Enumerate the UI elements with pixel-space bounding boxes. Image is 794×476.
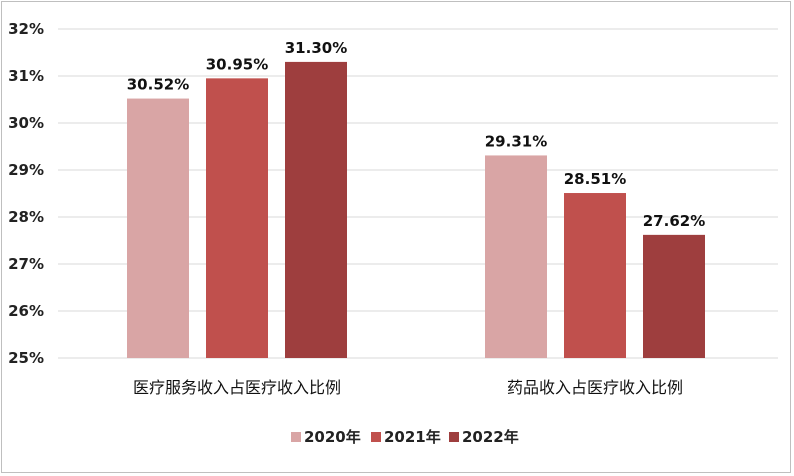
bar (285, 61, 347, 359)
data-label: 31.30% (285, 39, 347, 57)
y-tick-label: 28% (8, 208, 44, 226)
y-tick-label: 26% (8, 302, 44, 320)
y-axis-ticks: 25% 26% 27% 28% 29% 30% 31% 32% (8, 20, 44, 367)
bar (643, 234, 705, 358)
category-label: 医疗服务收入占医疗收入比例 (133, 378, 341, 397)
legend: 2020年 2021年 2022年 (291, 428, 519, 446)
category-label: 药品收入占医疗收入比例 (507, 378, 683, 397)
y-tick-label: 27% (8, 255, 44, 273)
data-label: 30.52% (127, 76, 189, 94)
bar (485, 155, 547, 358)
y-tick-label: 30% (8, 114, 44, 132)
bar (127, 98, 189, 358)
legend-label: 2021年 (384, 428, 441, 446)
bar (206, 78, 268, 358)
category-labels: 医疗服务收入占医疗收入比例 药品收入占医疗收入比例 (133, 378, 683, 397)
y-tick-label: 29% (8, 161, 44, 179)
data-label: 28.51% (564, 170, 626, 188)
legend-swatch (291, 432, 301, 442)
legend-swatch (449, 432, 459, 442)
bars (127, 61, 705, 359)
legend-label: 2020年 (304, 428, 361, 446)
data-labels: 30.52% 29.31% 30.95% 28.51% 31.30% 27.62% (127, 39, 705, 230)
y-tick-label: 31% (8, 67, 44, 85)
bar (564, 193, 626, 358)
data-label: 30.95% (206, 55, 268, 73)
legend-swatch (371, 432, 381, 442)
data-label: 29.31% (485, 132, 547, 150)
data-label: 27.62% (643, 212, 705, 230)
y-tick-label: 25% (8, 349, 44, 367)
y-tick-label: 32% (8, 20, 44, 38)
legend-label: 2022年 (462, 428, 519, 446)
